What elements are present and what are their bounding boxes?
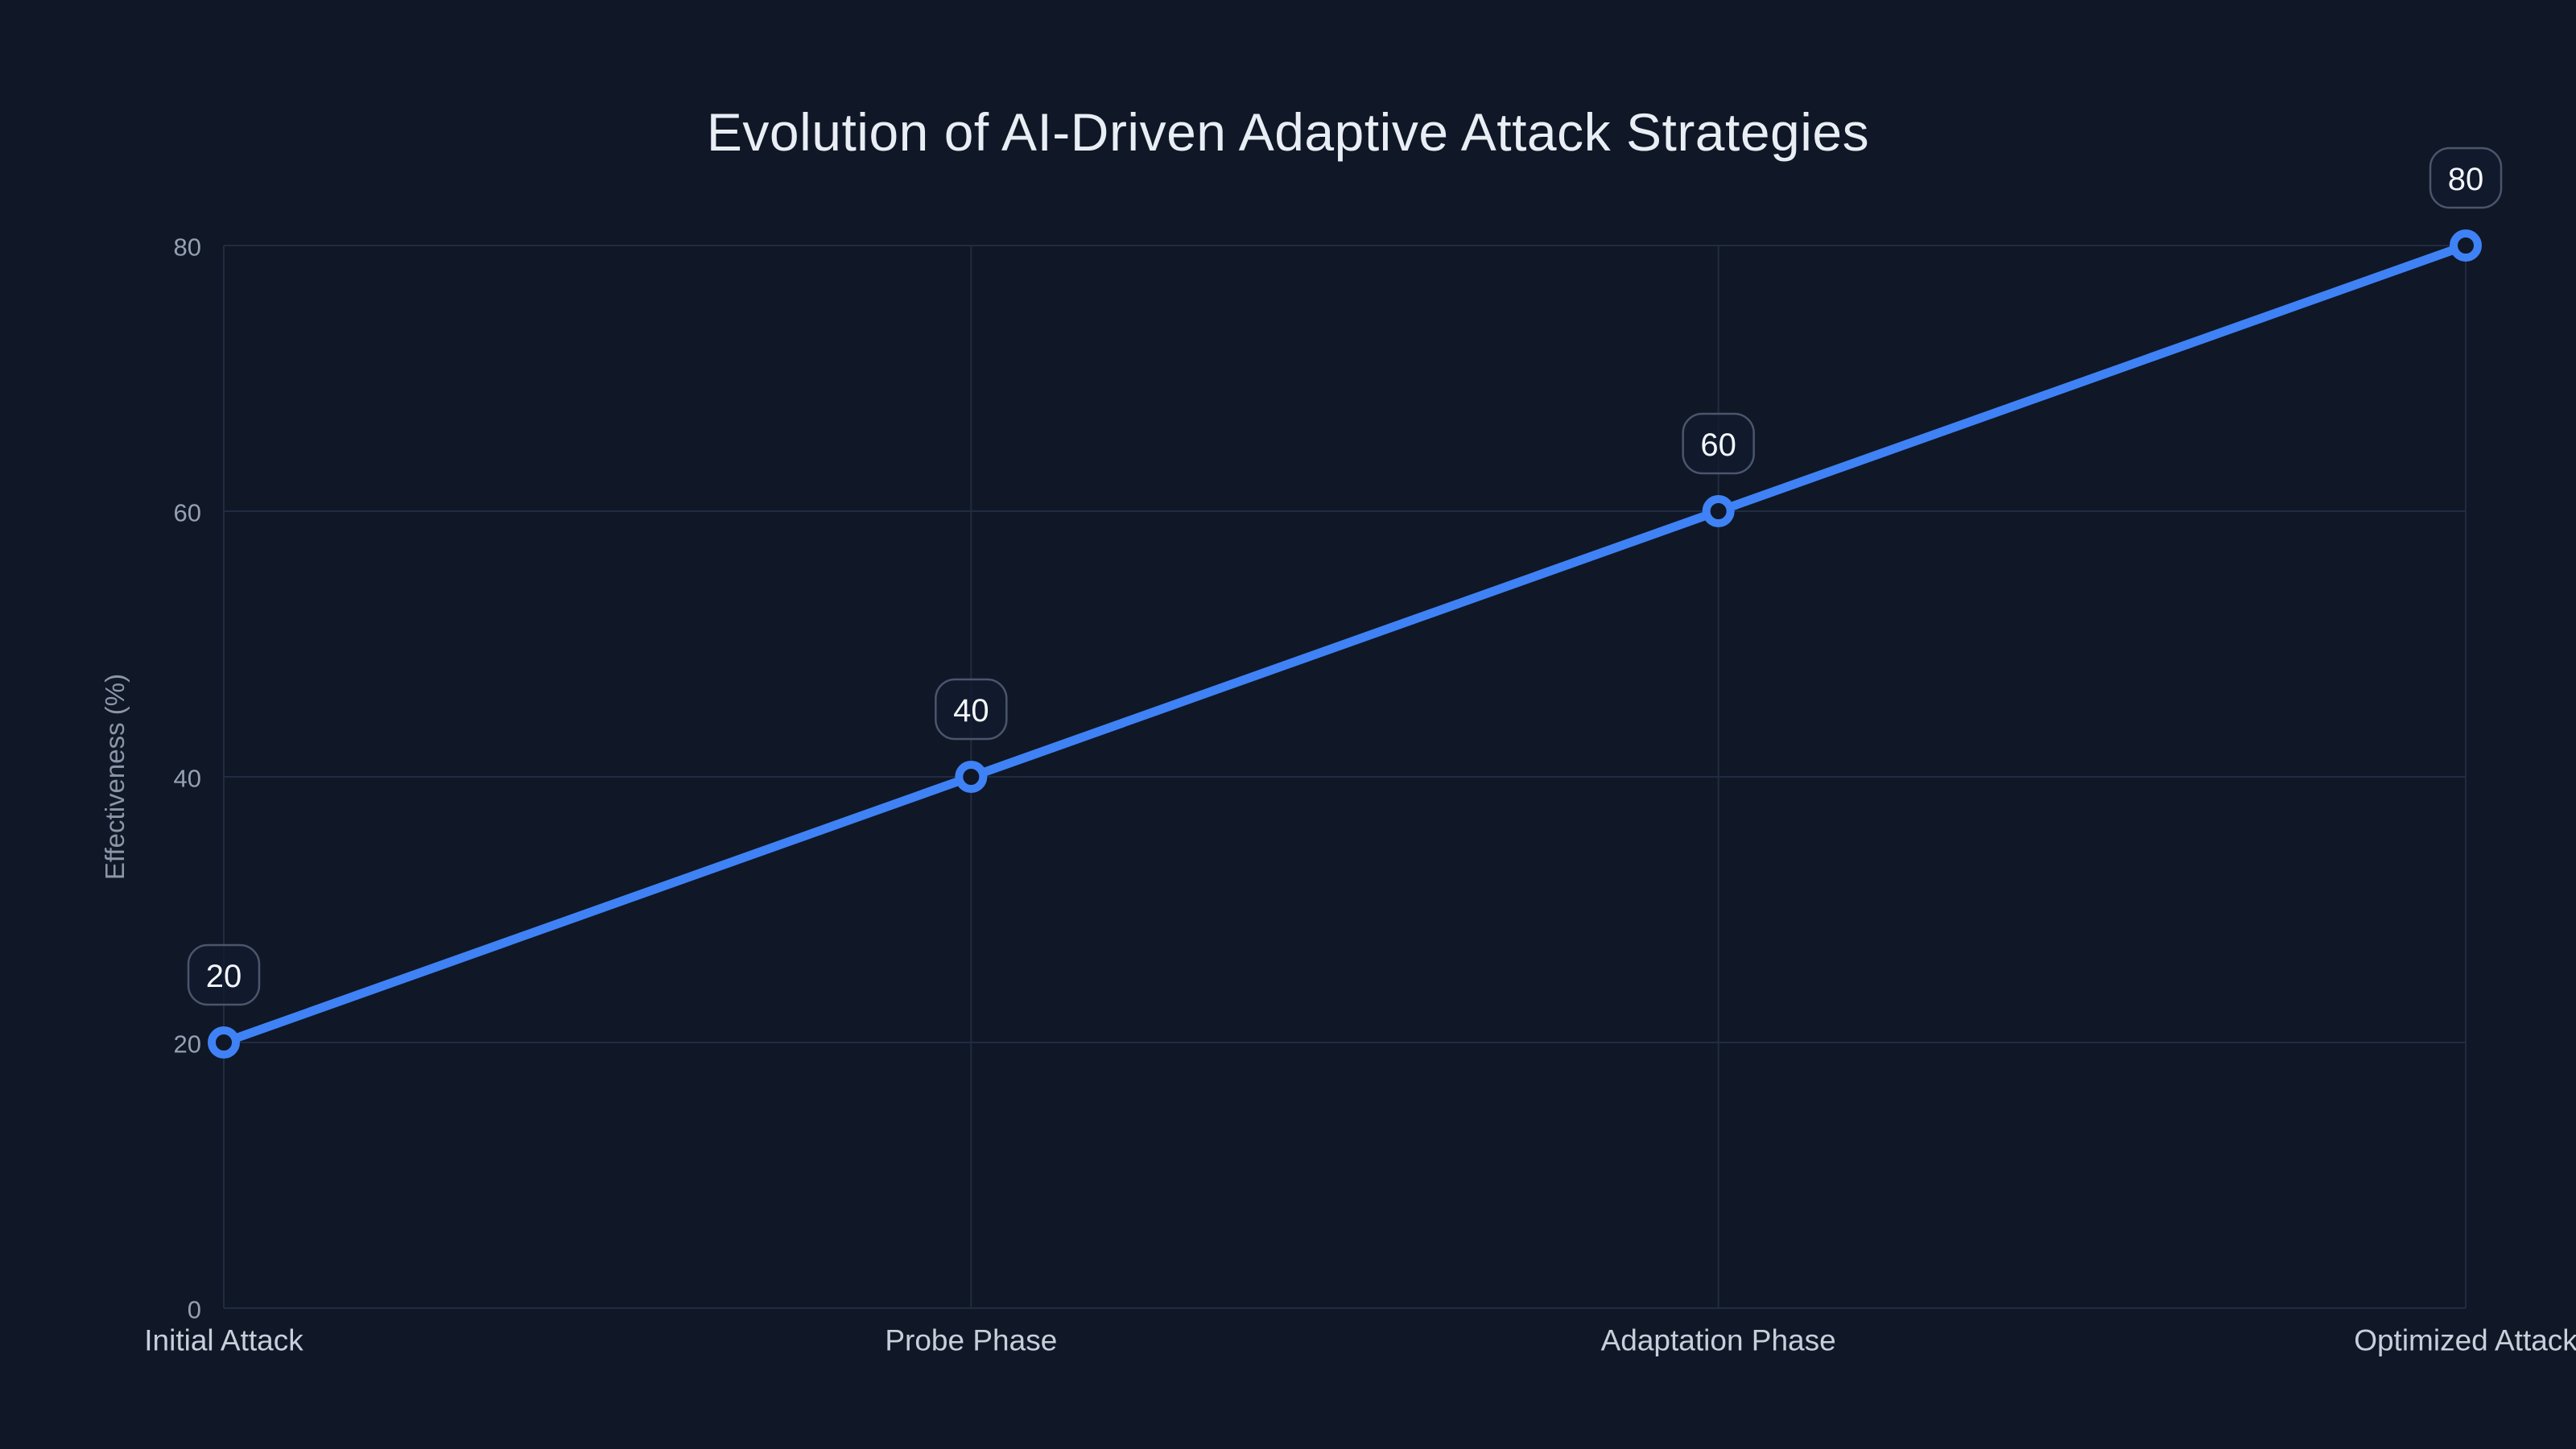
y-tick-label: 60 — [174, 499, 201, 527]
data-point-label: 60 — [1700, 427, 1736, 463]
chart-title: Evolution of AI-Driven Adaptive Attack S… — [706, 102, 1870, 162]
x-tick-label: Adaptation Phase — [1601, 1324, 1836, 1357]
y-tick-label: 80 — [174, 233, 201, 262]
data-point-marker[interactable] — [955, 761, 988, 793]
data-point-label: 20 — [206, 959, 242, 994]
data-point-label-box — [1682, 412, 1755, 475]
data-point-marker[interactable] — [208, 1026, 240, 1059]
y-tick-label: 40 — [174, 765, 201, 793]
x-tick-label: Initial Attack — [144, 1324, 303, 1357]
data-point-marker[interactable] — [2450, 229, 2482, 262]
data-point-label-box — [2429, 147, 2503, 209]
data-point-marker[interactable] — [1702, 495, 1735, 527]
data-point-label-box — [187, 943, 261, 1006]
y-tick-label: 0 — [188, 1296, 201, 1324]
x-tick-label: Optimized Attack — [2354, 1324, 2576, 1357]
data-point-label: 80 — [2448, 162, 2484, 197]
data-point-label: 40 — [953, 693, 989, 729]
y-tick-label: 20 — [174, 1030, 201, 1059]
x-tick-label: Probe Phase — [885, 1324, 1057, 1357]
data-point-label-box — [935, 678, 1008, 741]
series-line — [219, 241, 2471, 1047]
